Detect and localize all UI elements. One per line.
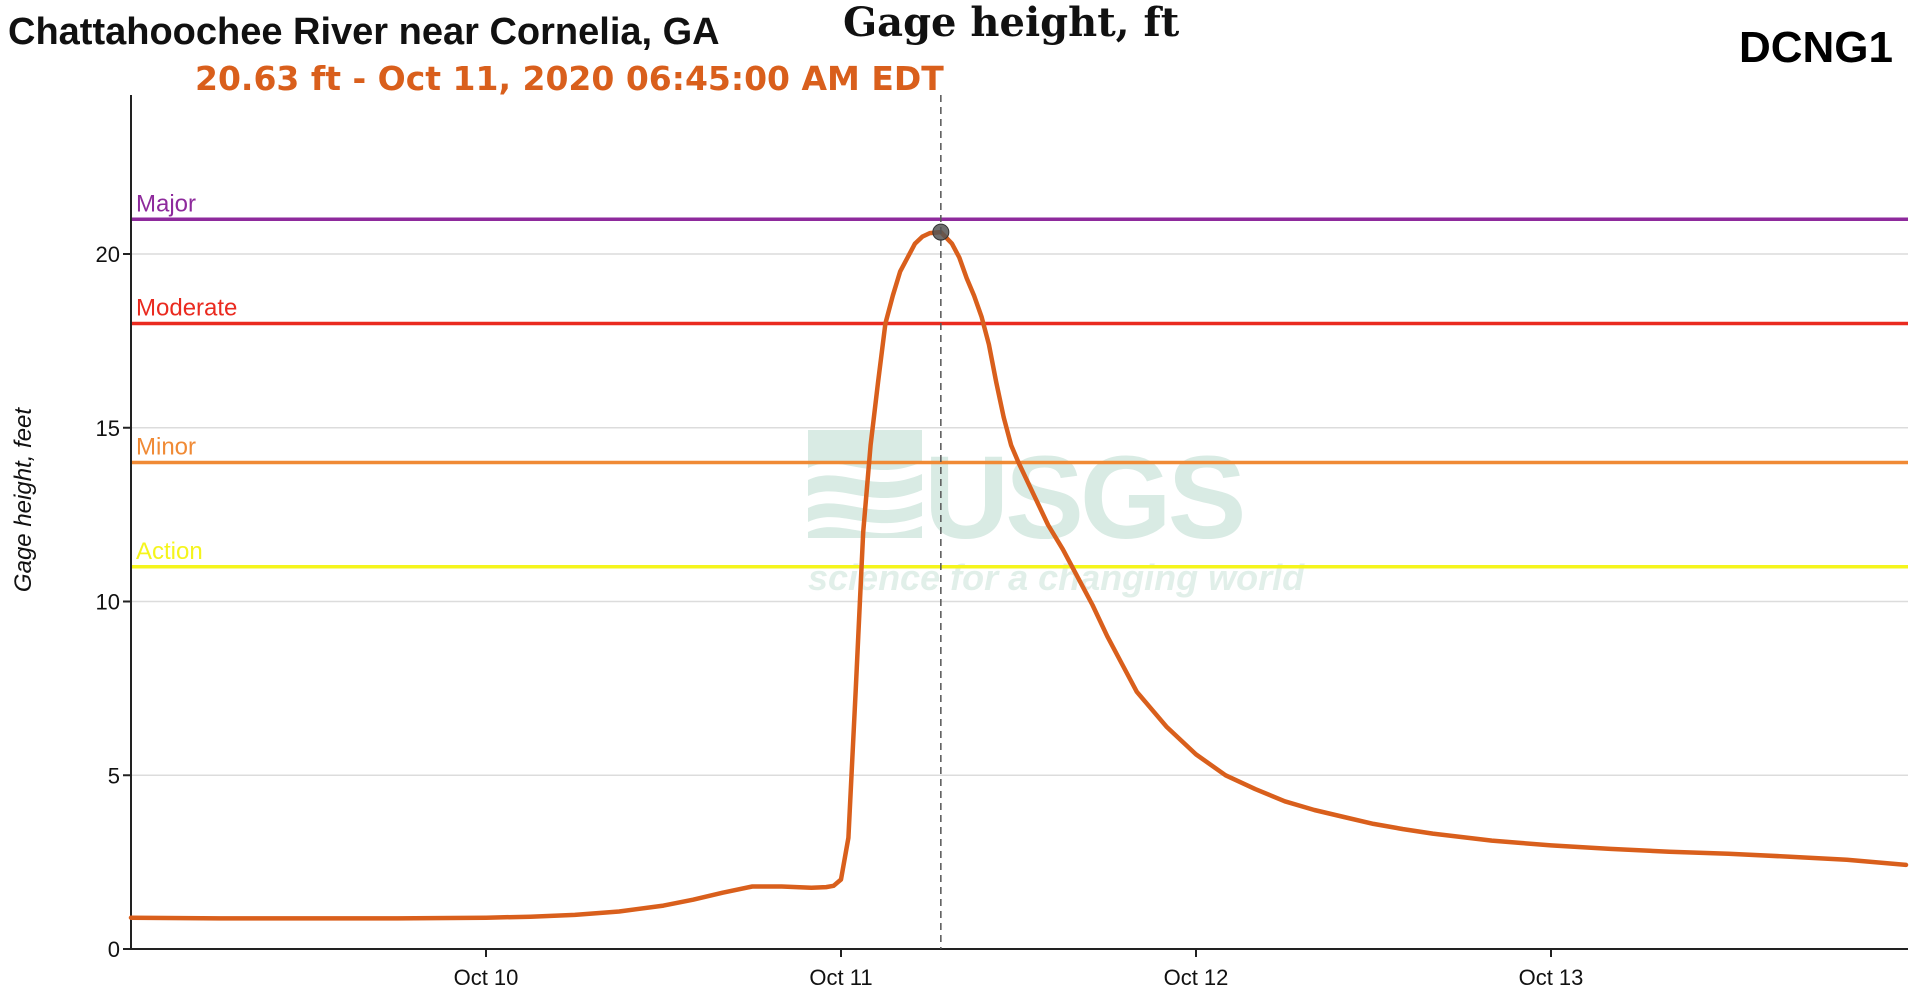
x-tick-label: Oct 11 — [809, 965, 872, 990]
flood-threshold-lines: Major Moderate Minor Action — [131, 190, 1908, 569]
site-id: DCNG1 — [1739, 23, 1893, 72]
series-layer — [128, 229, 1909, 921]
grid-lines — [131, 253, 1908, 776]
usgs-watermark-tagline: science for a changing world — [808, 557, 1305, 598]
hover-cursor[interactable] — [932, 95, 950, 949]
x-tick-label: Oct 10 — [454, 965, 519, 990]
x-tick-label: Oct 12 — [1164, 965, 1229, 990]
y-axis-ticks: 0 5 10 15 20 — [96, 242, 131, 962]
threshold-label-minor: Minor — [136, 434, 196, 461]
threshold-label-moderate: Moderate — [136, 295, 237, 322]
site-title: Chattahoochee River near Cornelia, GA — [8, 11, 720, 53]
threshold-label-major: Major — [136, 190, 196, 217]
x-axis-ticks: Oct 10 Oct 11 Oct 12 Oct 13 — [454, 949, 1584, 990]
usgs-watermark-text: USGS — [924, 432, 1243, 564]
y-axis-label: Gage height, feet — [10, 407, 37, 592]
x-tick-label: Oct 13 — [1519, 965, 1584, 990]
y-tick-label: 5 — [108, 763, 120, 788]
series-line-gage-height — [128, 229, 1909, 921]
cursor-readout: 20.63 ft - Oct 11, 2020 06:45:00 AM EDT — [195, 59, 944, 98]
y-tick-label: 15 — [96, 416, 120, 441]
usgs-watermark: USGS science for a changing world — [808, 430, 1305, 598]
y-tick-label: 0 — [108, 937, 120, 962]
threshold-label-action: Action — [136, 538, 203, 565]
y-tick-label: 20 — [96, 242, 120, 267]
parameter-title: Gage height, ft — [843, 0, 1180, 46]
cursor-point — [932, 223, 950, 241]
y-tick-label: 10 — [96, 590, 120, 615]
